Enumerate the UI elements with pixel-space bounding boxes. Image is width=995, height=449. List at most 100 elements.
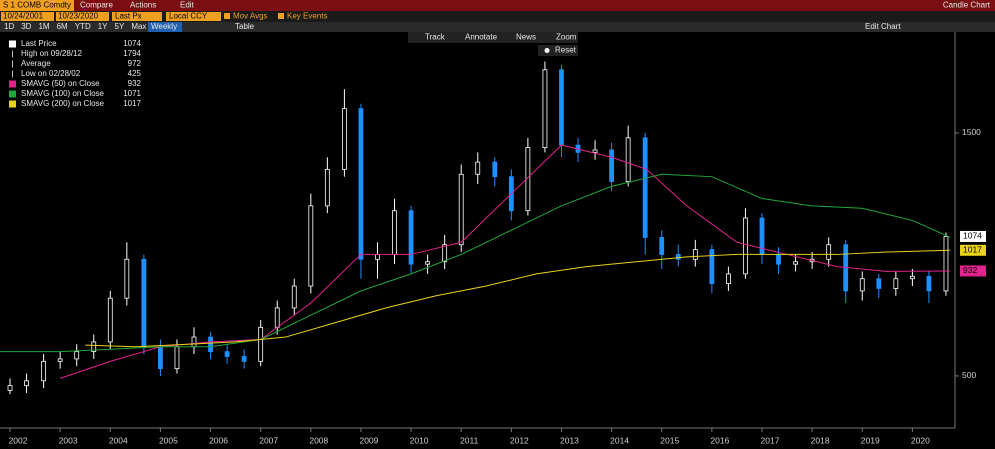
x-tick-label: 2015 — [660, 435, 679, 445]
period-tab[interactable]: 6M — [57, 22, 68, 31]
legend-value: 1074 — [123, 39, 141, 48]
reset-button[interactable] — [538, 45, 578, 56]
period-tab[interactable]: 3D — [21, 22, 31, 31]
tool[interactable]: Zoom — [556, 33, 577, 42]
candle-body — [642, 137, 648, 238]
currency-select[interactable] — [166, 12, 221, 21]
candle-body — [24, 380, 29, 387]
period-tab[interactable]: 1Y — [98, 22, 108, 31]
candle-body — [174, 346, 180, 370]
date-input[interactable] — [56, 12, 109, 21]
candle-body — [274, 307, 280, 328]
field-select[interactable] — [112, 12, 162, 21]
candle-body — [609, 149, 615, 182]
candle-body — [592, 149, 598, 153]
checkbox[interactable] — [224, 13, 230, 19]
value-tag — [960, 244, 986, 256]
tool-bar — [408, 32, 578, 43]
legend-label: Last Price — [21, 39, 57, 48]
x-tick-label: 2019 — [861, 435, 880, 445]
candle-body — [776, 254, 781, 265]
x-tick-label: 2003 — [59, 435, 78, 445]
candle-body — [659, 237, 665, 255]
period-tab[interactable]: 1M — [38, 22, 49, 31]
candle-body — [826, 244, 832, 260]
frequency-select[interactable] — [148, 22, 182, 32]
candle-body — [425, 261, 431, 265]
ticker-box[interactable] — [0, 0, 74, 11]
candle-body — [625, 137, 631, 182]
candle-body — [291, 285, 297, 309]
x-tick-label: 2011 — [460, 435, 479, 445]
candle-body — [926, 275, 932, 292]
x-tick-label: 2016 — [710, 435, 729, 445]
settings-bar — [0, 11, 995, 22]
candle-body — [91, 341, 97, 353]
y-tick-label: 1500 — [962, 127, 981, 137]
x-tick-label: 2007 — [259, 435, 278, 445]
legend-swatch — [9, 100, 16, 108]
reset: Reset — [555, 46, 577, 55]
legend: Last Price 1074 High on 09/28/12 1794 Averag… — [9, 39, 142, 108]
menu[interactable]: Actions — [130, 1, 156, 10]
date-input[interactable] — [1, 12, 54, 21]
period-tab[interactable]: Max — [131, 22, 146, 31]
tool[interactable]: Annotate — [465, 33, 498, 42]
edit-chart[interactable]: Edit Chart — [865, 22, 901, 31]
menu[interactable]: Edit — [180, 1, 195, 10]
candle-body — [358, 108, 364, 260]
moving-average-line — [0, 173, 951, 353]
candle-body — [458, 173, 464, 246]
candle-body — [324, 168, 330, 207]
checkbox[interactable] — [278, 13, 284, 19]
table-button[interactable]: Table — [235, 22, 255, 31]
tool[interactable]: Track — [425, 33, 446, 42]
candle-body — [41, 360, 47, 382]
value-tag-label: 1017 — [963, 245, 982, 255]
candle-body — [308, 205, 314, 287]
x-tick-label: 2010 — [410, 435, 429, 445]
candle-body — [442, 244, 448, 263]
value-tag — [960, 230, 986, 242]
candle-body — [124, 258, 130, 299]
candle-body — [743, 217, 748, 275]
currency: Local CCY — [169, 12, 208, 21]
x-tick-label: 2018 — [811, 435, 830, 445]
legend-value: 1071 — [123, 89, 141, 98]
frequency: Weekly — [151, 22, 177, 31]
title-bar — [0, 0, 995, 11]
plot — [0, 61, 951, 395]
chart-name: Candle Chart — [943, 1, 991, 10]
x-tick-label: 2008 — [309, 435, 328, 445]
candle-body — [408, 210, 414, 265]
candle-body — [559, 69, 564, 146]
moving-average-line — [59, 144, 950, 379]
toggle[interactable]: Mov Avgs — [233, 12, 268, 21]
candle-body — [492, 161, 498, 178]
candle-body — [675, 254, 681, 260]
legend-value: 1017 — [123, 99, 141, 108]
menu[interactable]: Compare — [80, 1, 113, 10]
toggle[interactable]: Key Events — [287, 12, 327, 21]
candle-body — [793, 261, 798, 265]
candle-body — [542, 69, 548, 148]
period-tab[interactable]: YTD — [75, 22, 91, 31]
legend-box — [5, 38, 147, 110]
candle-body — [943, 236, 949, 292]
legend-value: 1794 — [123, 49, 141, 58]
reset-icon — [544, 48, 550, 53]
period-tab[interactable]: 5Y — [115, 22, 125, 31]
candle-body — [475, 161, 481, 175]
period-tab[interactable]: 1D — [4, 22, 14, 31]
tool[interactable]: News — [516, 33, 536, 42]
legend-label: SMAVG (200) on Close — [21, 99, 105, 108]
legend-swatch — [9, 40, 16, 48]
legend-label: Average — [21, 59, 51, 68]
price-field: Last Px — [115, 12, 142, 21]
x-tick-label: 2012 — [510, 435, 529, 445]
axes: 2002 2003 2004 2005 2006 2007 2008 2009 2010 2011… — [9, 127, 986, 445]
candle-body — [191, 336, 197, 348]
value-tag-label: 1074 — [963, 231, 982, 241]
candle-body — [224, 351, 230, 357]
